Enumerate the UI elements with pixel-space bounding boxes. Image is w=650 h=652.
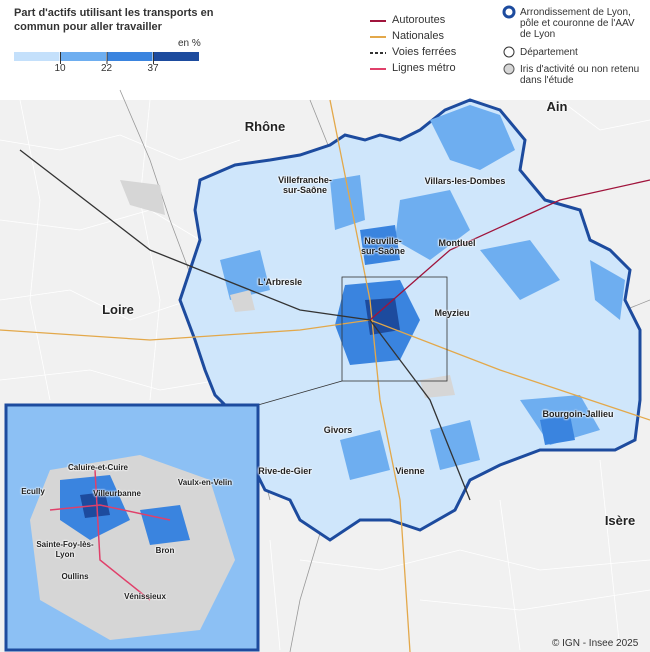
department-label: Ain [546,99,568,114]
town-label: Vienne [395,466,425,476]
line-legend-label: Voies ferrées [392,46,457,58]
scale-class [14,52,60,61]
title: Part d'actifs utilisant les transports e… [14,7,214,33]
town-label: Montluel [438,238,476,248]
area-legend-label: Iris d'activité ou non retenu dans l'étu… [520,64,640,86]
inset-connector [257,380,343,406]
inset-town-label: Vénissieux [124,592,166,601]
inset-town-label: Sainte-Foy-lès-Lyon [36,540,94,559]
scale-break: 37 [147,63,159,74]
inset-metro [49,469,171,601]
department-label: Rhône [244,119,286,134]
area-symbol [502,5,516,19]
inset-town-label: Vaulx-en-Velin [177,478,233,487]
area-legend-label: Arrondissement de Lyon, pôle et couronne… [520,7,635,40]
inset-extent [341,276,448,382]
town-label: Neuville-sur-Saône [360,236,405,256]
town-label: L'Arbresle [257,277,303,287]
area-legend-label: Département [520,47,578,58]
town-label: Bourgoin-Jallieu [542,409,614,419]
line-legend-label: Autoroutes [392,14,446,26]
town-label: Givors [323,425,353,435]
department-label: Loire [102,302,134,317]
credit: © IGN - Insee 2025 [552,638,639,649]
inset-town-label: Ecully [21,487,45,496]
roads [0,99,650,652]
town-label: Meyzieu [434,308,470,318]
scale-unit: en % [178,38,201,49]
inset-town-label: Bron [155,546,175,555]
legend-background [0,0,650,100]
department-label: Isère [604,513,636,528]
scale-break: 10 [54,63,66,74]
town-label: Villefranche-sur-Saône [278,175,332,195]
line-legend-label: Lignes métro [392,62,456,74]
area-symbol [503,63,515,75]
scale-break: 22 [101,63,113,74]
inset-town-label: Villeurbanne [93,489,141,498]
inset-town-label: Caluire-et-Cuire [67,463,129,472]
area-symbol [503,46,515,58]
scale-class [107,52,153,61]
scale-class [60,52,106,61]
town-label: Rive-de-Gier [258,466,312,476]
inset-town-label: Oullins [61,572,89,581]
line-legend-label: Nationales [392,30,444,42]
town-label: Villars-les-Dombes [424,176,506,186]
scale-class [153,52,199,61]
